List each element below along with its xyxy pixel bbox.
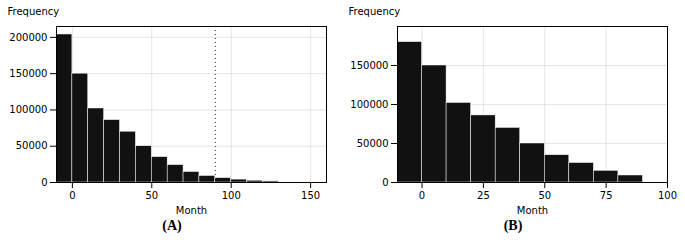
svg-text:100000: 100000 (350, 99, 388, 110)
svg-text:100: 100 (658, 190, 677, 201)
svg-text:50000: 50000 (357, 138, 389, 149)
svg-text:200000: 200000 (9, 32, 47, 43)
svg-text:75: 75 (600, 190, 613, 201)
svg-text:Frequency: Frequency (8, 6, 60, 17)
svg-text:Frequency: Frequency (349, 6, 401, 17)
svg-text:100000: 100000 (9, 104, 47, 115)
html-text:(B): (B) (503, 218, 523, 233)
svg-text:Month: Month (517, 205, 548, 216)
svg-text:50000: 50000 (16, 140, 48, 151)
svg-text:0: 0 (69, 190, 75, 201)
svg-text:0: 0 (41, 177, 47, 188)
svg-text:150000: 150000 (9, 68, 47, 79)
svg-text:0: 0 (382, 177, 388, 188)
svg-text:50: 50 (145, 190, 158, 201)
svg-text:0: 0 (419, 190, 425, 201)
svg-text:150000: 150000 (350, 60, 388, 71)
html-text:(A): (A) (162, 218, 182, 233)
svg-text:100: 100 (222, 190, 241, 201)
svg-text:25: 25 (477, 190, 490, 201)
svg-text:150: 150 (301, 190, 320, 201)
svg-text:50: 50 (538, 190, 551, 201)
svg-text:Month: Month (176, 205, 207, 216)
